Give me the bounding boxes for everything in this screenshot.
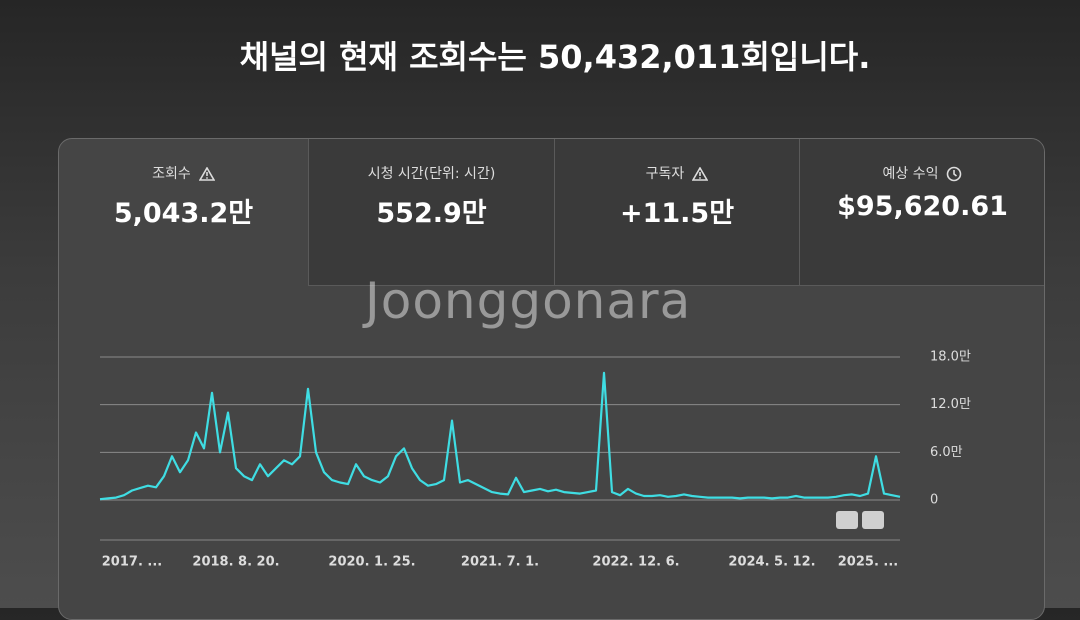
analytics-card: 조회수 5,043.2만 시청 시간(단위: 시간) 552.9만 구독자 +1… [58,138,1045,620]
y-tick-label: 0 [930,493,938,508]
warning-icon [198,167,215,181]
watermark: Joonggonara [365,272,692,330]
stat-value: 552.9만 [376,198,487,229]
page-title: 채널의 현재 조회수는 50,432,011회입니다. [239,38,871,76]
x-tick-label: 2017. ... [102,555,162,570]
y-tick-label: 18.0만 [930,350,971,365]
x-tick-label: 2022. 12. 6. [592,555,679,570]
y-tick-label: 6.0만 [930,445,963,460]
stat-value: 5,043.2만 [113,198,254,229]
stat-tab[interactable]: 조회수 5,043.2만 [59,139,308,285]
stat-tab[interactable]: 예상 수익 $95,620.61 [799,139,1044,286]
x-tick-label: 2018. 8. 20. [192,555,279,570]
x-tick-label: 2020. 1. 25. [328,555,415,570]
x-tick-label: 2025. ... [838,555,898,570]
stat-label: 시청 시간(단위: 시간) [367,166,496,182]
stat-tab[interactable]: 구독자 +11.5만 [554,139,799,286]
x-tick-label: 2024. 5. 12. [728,555,815,570]
stat-value: +11.5만 [619,198,735,229]
stat-label-text: 예상 수익 [882,166,939,182]
stat-tab[interactable]: 시청 시간(단위: 시간) 552.9만 [308,139,554,286]
clock-icon [947,166,962,182]
zoom-button[interactable] [836,511,858,529]
x-tick-label: 2021. 7. 1. [461,555,539,570]
stat-label: 구독자 [555,163,799,183]
stat-label: 예상 수익 [800,163,1044,183]
stat-label-text: 조회수 [152,166,191,182]
stat-label-text: 구독자 [645,166,685,182]
warning-icon [692,167,709,181]
stat-label: 조회수 [59,163,308,183]
series-line [99,371,901,501]
zoom-button[interactable] [862,511,884,529]
stat-value: $95,620.61 [837,191,1008,222]
y-tick-label: 12.0만 [930,397,971,412]
